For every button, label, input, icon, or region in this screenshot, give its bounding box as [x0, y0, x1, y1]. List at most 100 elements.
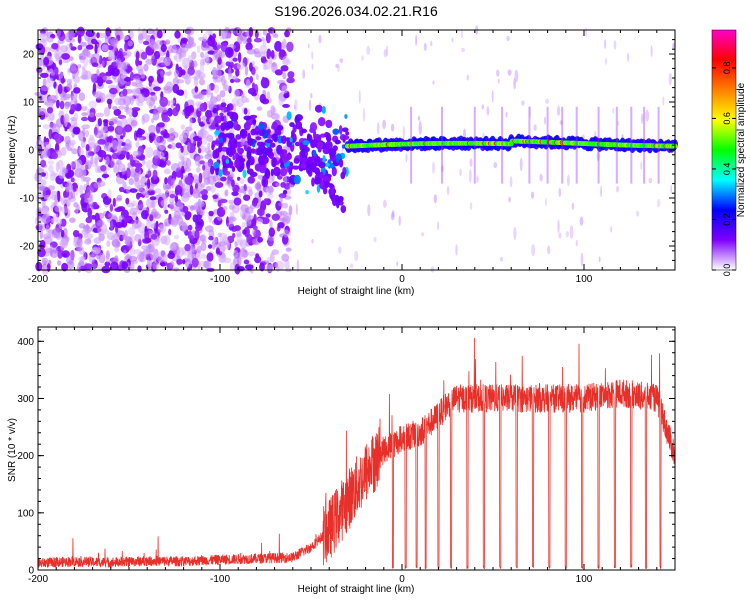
noise-blob	[274, 40, 283, 52]
cluster-blob	[218, 137, 224, 143]
noise-blob	[191, 257, 199, 268]
noise-blob	[207, 112, 213, 118]
noise-blob	[202, 164, 206, 171]
noise-blob	[196, 201, 205, 208]
cluster-blob	[317, 117, 326, 127]
noise-blob	[63, 113, 70, 125]
noise-blob	[223, 257, 232, 264]
noise-blob	[101, 44, 109, 52]
noise-blob	[279, 49, 286, 58]
cluster-blob	[306, 133, 311, 141]
cluster-blob	[286, 111, 292, 121]
noise-blob	[131, 109, 138, 118]
spectrogram-plot	[34, 25, 678, 275]
cluster-blob	[230, 142, 235, 148]
noise-blob	[51, 152, 58, 160]
noise-blob	[277, 222, 285, 229]
noise-blob	[248, 189, 253, 197]
noise-blob	[283, 93, 290, 99]
noise-blob	[222, 205, 228, 211]
noise-blob	[56, 218, 63, 226]
noise-blob	[80, 41, 87, 47]
cluster-blob	[340, 171, 346, 180]
noise-streak	[531, 244, 536, 257]
noise-blob	[198, 36, 206, 41]
noise-blob	[110, 37, 119, 46]
noise-blob	[270, 50, 275, 59]
noise-blob	[124, 124, 133, 133]
noise-blob	[49, 122, 57, 129]
noise-blob	[47, 160, 55, 165]
noise-blob	[91, 214, 96, 220]
x-tick-label: -200	[28, 574, 48, 585]
noise-blob	[136, 64, 144, 72]
noise-blob	[169, 202, 176, 212]
noise-blob	[43, 56, 50, 66]
noise-blob	[93, 181, 102, 189]
noise-blob	[228, 199, 235, 205]
noise-blob	[67, 147, 73, 152]
noise-blob	[257, 208, 265, 217]
cluster-blob	[328, 148, 337, 157]
noise-blob	[114, 247, 120, 253]
noise-streak	[486, 106, 490, 116]
noise-blob	[225, 61, 231, 67]
line-artifact	[575, 106, 578, 184]
noise-blob	[85, 216, 93, 224]
noise-blob	[237, 52, 242, 63]
noise-blob	[254, 182, 261, 190]
noise-blob	[155, 220, 159, 230]
noise-blob	[245, 98, 250, 103]
noise-blob	[215, 247, 220, 255]
noise-blob	[116, 240, 121, 248]
noise-blob	[70, 104, 77, 113]
noise-streak	[506, 35, 510, 42]
noise-blob	[149, 40, 157, 49]
noise-blob	[252, 225, 258, 231]
x-tick-label: -200	[28, 274, 48, 285]
noise-streak	[311, 239, 314, 244]
cluster-blob	[310, 139, 316, 149]
noise-blob	[153, 86, 161, 92]
noise-blob	[245, 42, 253, 51]
noise-blob	[233, 197, 242, 206]
cluster-blob	[342, 135, 350, 140]
noise-streak	[558, 187, 562, 197]
noise-blob	[182, 206, 189, 214]
noise-blob	[50, 71, 56, 76]
noise-streak	[417, 115, 421, 122]
noise-blob	[38, 207, 46, 213]
noise-blob	[200, 242, 207, 252]
noise-blob	[145, 160, 154, 170]
noise-blob	[190, 204, 194, 212]
noise-streak	[670, 184, 672, 195]
noise-blob	[288, 205, 293, 216]
noise-blob	[157, 224, 167, 234]
noise-blob	[218, 244, 226, 253]
noise-blob	[116, 173, 120, 184]
noise-blob	[238, 188, 246, 193]
noise-blob	[86, 186, 94, 194]
noise-blob	[76, 236, 83, 248]
noise-blob	[76, 26, 85, 37]
noise-blob	[187, 55, 193, 63]
noise-blob	[74, 67, 80, 77]
noise-blob	[102, 119, 109, 124]
noise-blob	[144, 237, 152, 243]
noise-blob	[71, 161, 75, 171]
y-tick-label: 20	[23, 50, 35, 61]
noise-streak	[350, 263, 354, 269]
noise-blob	[135, 51, 140, 60]
noise-blob	[129, 188, 138, 193]
noise-blob	[40, 159, 47, 168]
noise-blob	[98, 32, 106, 38]
noise-blob	[253, 37, 263, 43]
cluster-blob	[280, 182, 286, 188]
cluster-blob	[344, 114, 348, 119]
colorbar-label: Normalized spectral amplitude	[736, 82, 747, 217]
noise-blob	[156, 29, 163, 39]
cluster-blob	[332, 128, 340, 135]
noise-blob	[45, 224, 50, 234]
cluster-blob	[331, 166, 337, 177]
cluster-blob	[220, 122, 228, 129]
